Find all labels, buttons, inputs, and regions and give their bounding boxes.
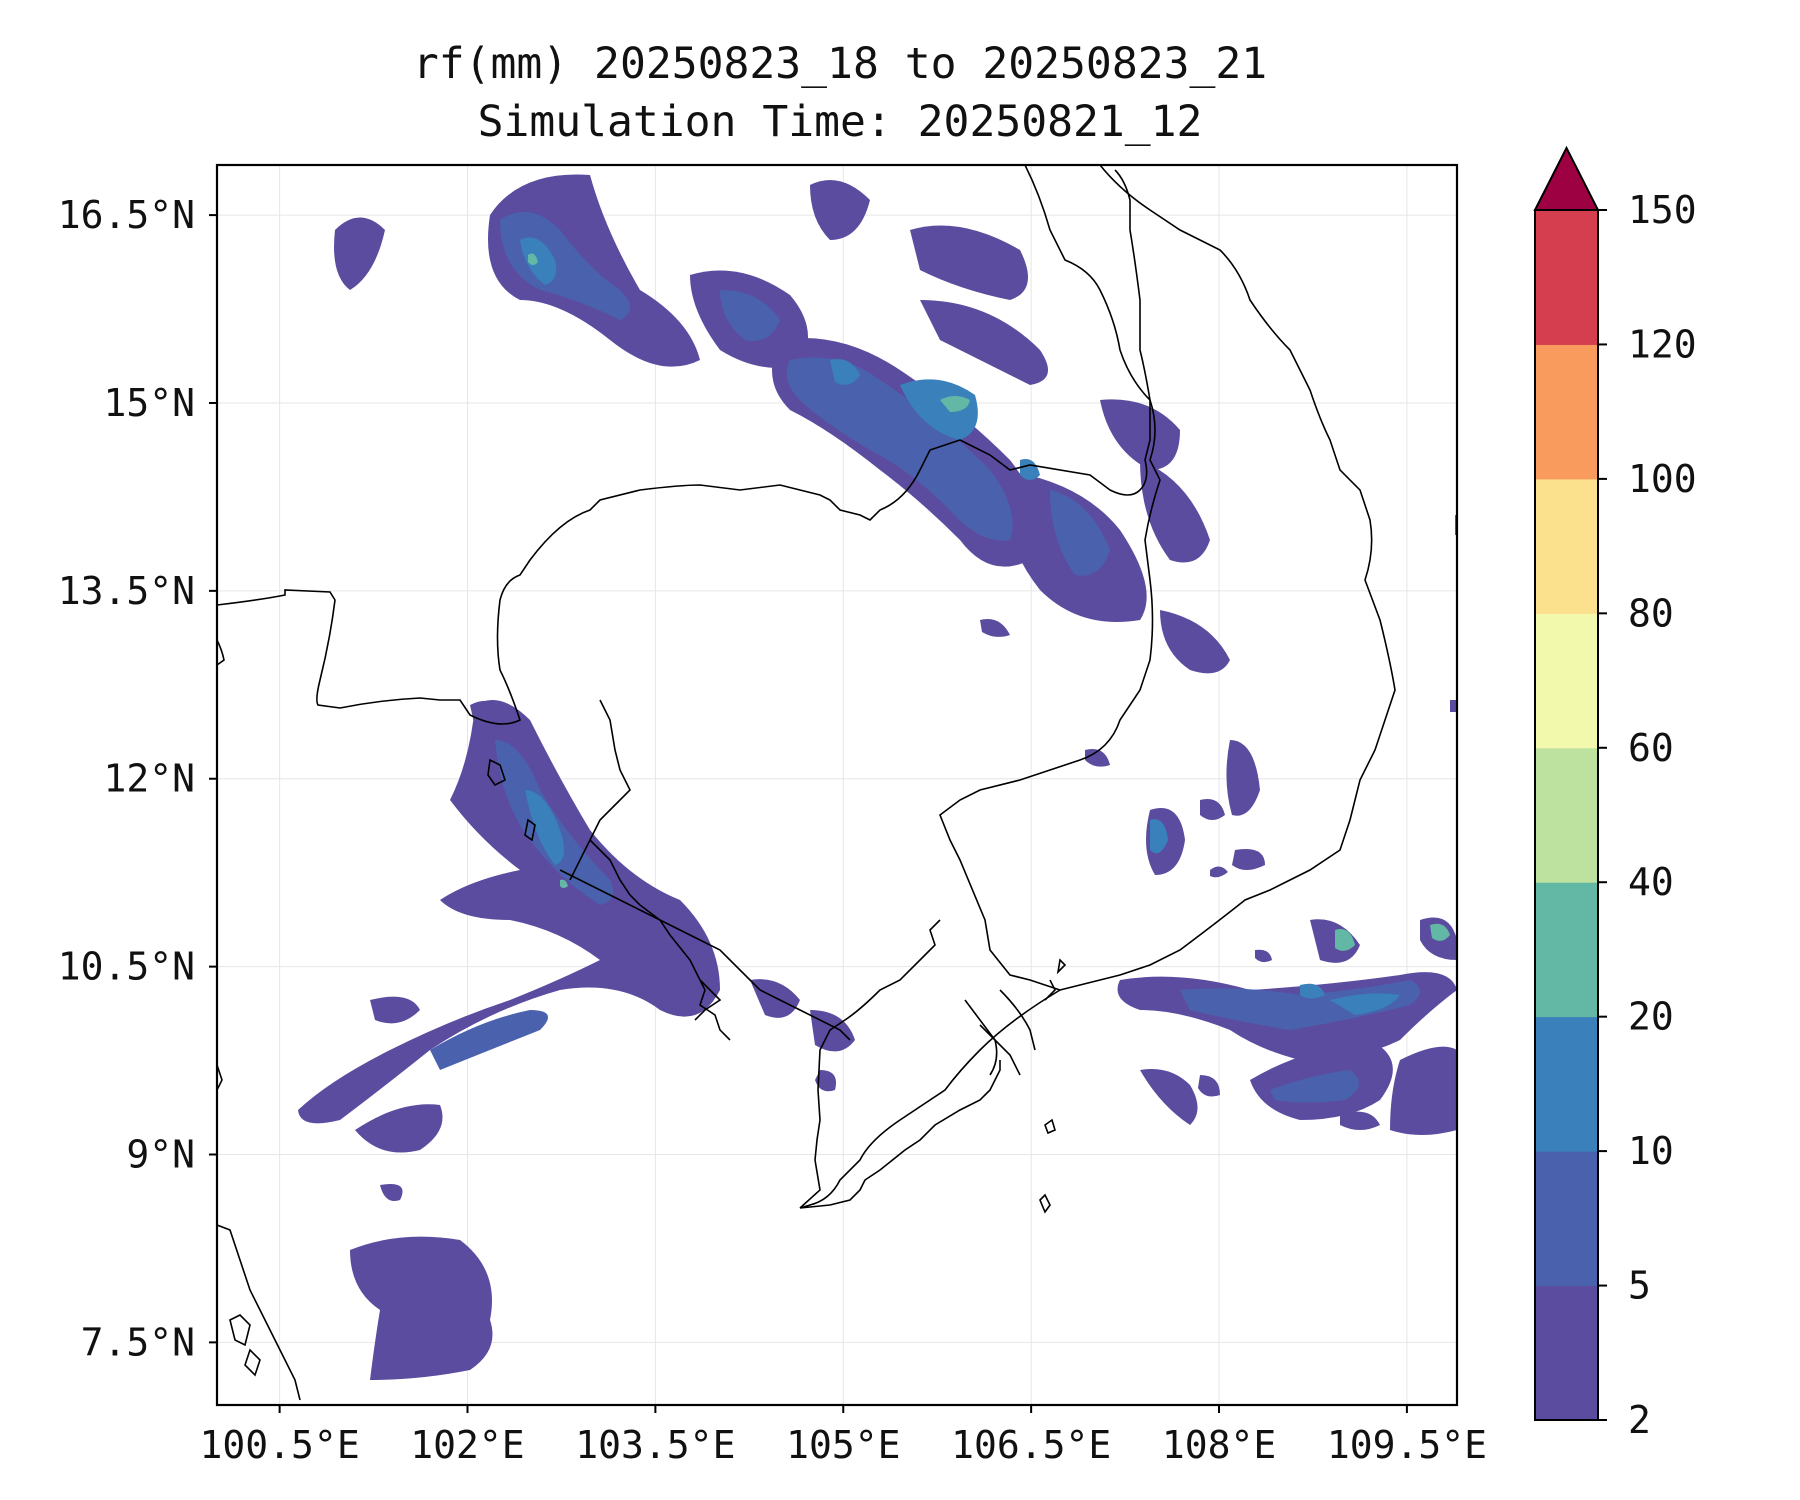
map-frame [215, 163, 1459, 1407]
title-line-2: Simulation Time: 20250821_12 [478, 97, 1203, 147]
colorbar-segment [1535, 1151, 1598, 1287]
colorbar-label: 10 [1628, 1129, 1674, 1173]
title-line-1: rf(mm) 20250823_18 to 20250823_21 [413, 39, 1267, 89]
lat-tick-label: 13.5°N [58, 569, 195, 613]
lat-tick-label: 16.5°N [58, 193, 195, 237]
colorbar-frame [1534, 209, 1599, 1421]
lat-tick-label: 12°N [103, 757, 195, 801]
rain-contour-10-20 [520, 237, 1400, 1015]
colorbar-segment [1535, 1016, 1598, 1152]
lon-tick-label: 109.5°E [1327, 1423, 1487, 1467]
colorbar-segment [1535, 747, 1598, 883]
colorbar-segment [1535, 478, 1598, 614]
colorbar: 2 5 10 20 40 60 80 100 120 150 [1533, 145, 1697, 1442]
rain-contour-5-10 [430, 212, 1420, 1103]
colorbar-label: 20 [1628, 995, 1674, 1039]
colorbar-extend-arrow [1533, 145, 1600, 211]
lon-tick-label: 108°E [1162, 1423, 1276, 1467]
rain-contour-2-5 [298, 174, 1457, 1380]
colorbar-label: 40 [1628, 860, 1674, 904]
lat-tick-label: 10.5°N [58, 945, 195, 989]
lon-tick-label: 103.5°E [575, 1423, 735, 1467]
lon-tick-label: 105°E [786, 1423, 900, 1467]
lon-tick-label: 102°E [410, 1423, 524, 1467]
lon-tick-label: 100.5°E [200, 1423, 360, 1467]
latitude-ticks: 16.5°N 15°N 13.5°N 12°N 10.5°N 9°N 7.5°N [58, 193, 217, 1364]
coastlines-borders [217, 165, 1396, 1401]
colorbar-label: 150 [1628, 188, 1697, 232]
colorbar-segment [1535, 882, 1598, 1018]
colorbar-segment [1535, 210, 1598, 345]
colorbar-label: 80 [1628, 591, 1674, 635]
lat-tick-label: 9°N [126, 1132, 195, 1176]
colorbar-segment [1535, 1285, 1598, 1421]
lon-tick-label: 106.5°E [951, 1423, 1111, 1467]
lat-tick-label: 15°N [103, 381, 195, 425]
colorbar-label: 60 [1628, 726, 1674, 770]
rain-contour-20-40 [528, 253, 1450, 951]
colorbar-segment [1535, 613, 1598, 749]
gridlines [217, 165, 1457, 1405]
colorbar-segment [1535, 344, 1598, 480]
colorbar-label: 120 [1628, 322, 1697, 366]
colorbar-label: 100 [1628, 457, 1697, 501]
map-area [217, 165, 1457, 1405]
colorbar-label: 5 [1628, 1264, 1651, 1308]
colorbar-label: 2 [1628, 1398, 1651, 1442]
longitude-ticks: 100.5°E 102°E 103.5°E 105°E 106.5°E 108°E 109.… [200, 1405, 1487, 1467]
lat-tick-label: 7.5°N [81, 1320, 195, 1364]
